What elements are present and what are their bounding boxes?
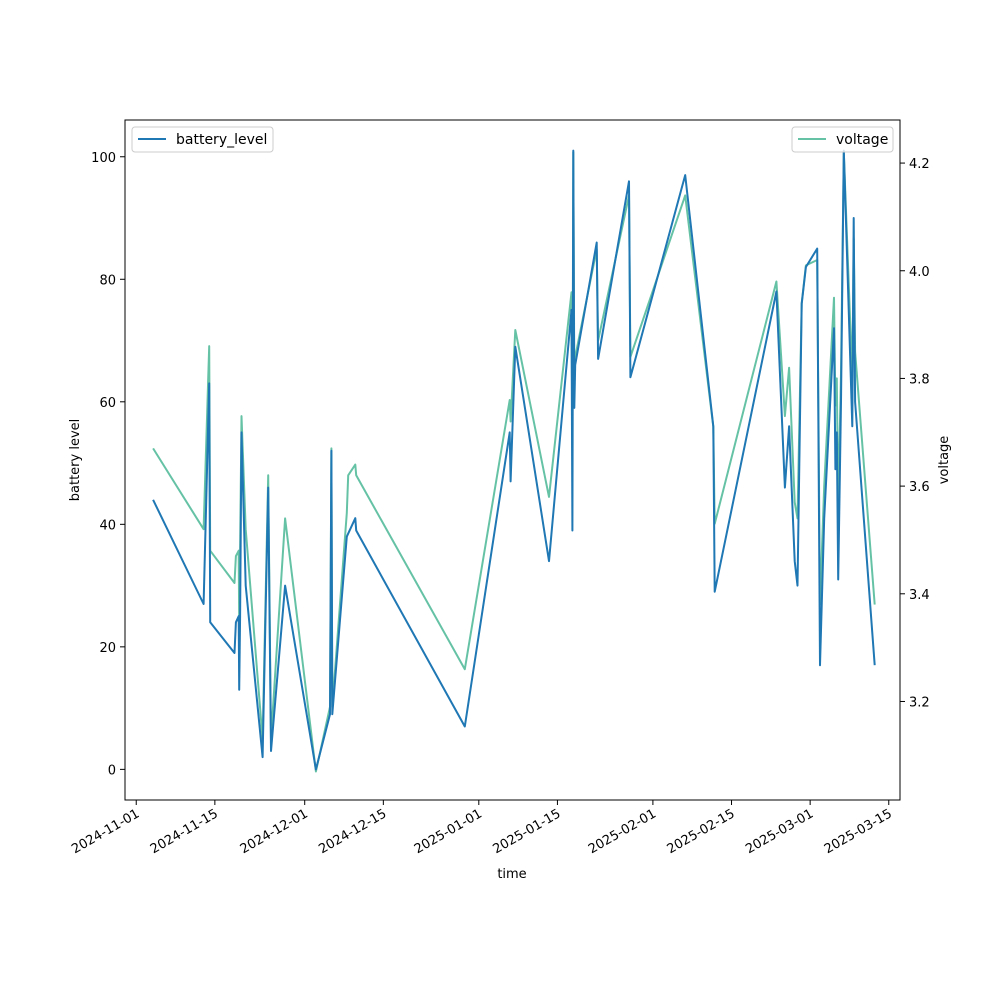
legend-left-label: battery_level xyxy=(176,132,267,148)
y-left-tick-label: 60 xyxy=(99,396,116,411)
plot-area-frame xyxy=(124,119,901,801)
y-right-tick-label: 3.8 xyxy=(909,372,930,387)
legend-right-box xyxy=(791,126,894,153)
y-left-tick-label: 80 xyxy=(99,273,116,288)
y-left-tick-label: 20 xyxy=(99,641,116,656)
y-right-tick-label: 4.0 xyxy=(909,265,930,280)
y-left-tick-label: 0 xyxy=(108,763,116,778)
y-right-axis-ticks: 3.2 3.4 3.6 3.8 4.0 4.2 xyxy=(900,157,930,710)
legend-right-label: voltage xyxy=(836,132,888,148)
x-axis-label: time xyxy=(497,867,526,882)
y-left-tick-label: 100 xyxy=(91,151,116,166)
y-right-axis-label: voltage xyxy=(937,436,952,485)
y-right-tick-label: 3.4 xyxy=(909,588,930,603)
y-right-tick-label: 3.2 xyxy=(909,695,930,710)
legend-left: battery_level xyxy=(131,126,274,153)
y-left-tick-label: 40 xyxy=(99,518,116,533)
legend-left-box xyxy=(131,126,274,153)
y-right-tick-label: 3.6 xyxy=(909,480,930,495)
y-right-tick-label: 4.2 xyxy=(909,157,930,172)
series-layer xyxy=(152,149,876,773)
series-line-battery-level xyxy=(152,149,876,771)
legend-right: voltage xyxy=(791,126,894,153)
y-left-axis-ticks: 0 20 40 60 80 100 xyxy=(91,151,125,778)
y-left-axis-label: battery level xyxy=(68,419,83,502)
